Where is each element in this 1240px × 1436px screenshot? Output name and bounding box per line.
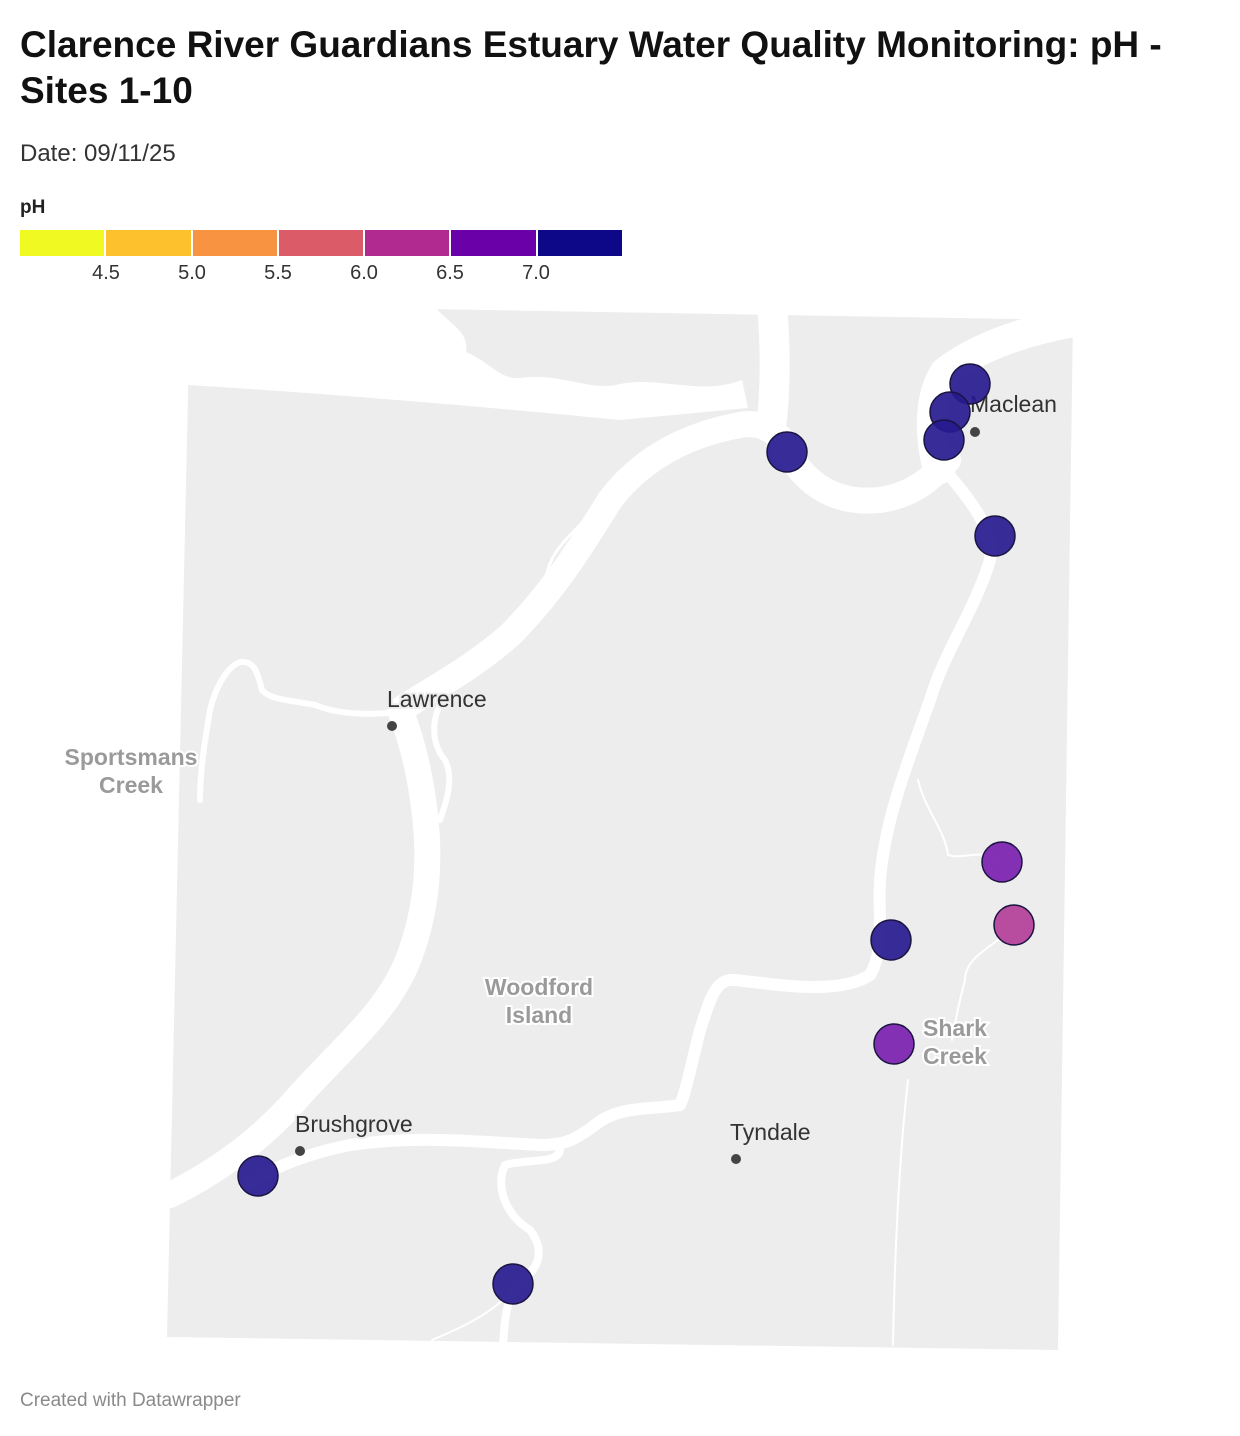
monitoring-site-marker[interactable] [974, 515, 1016, 557]
legend-swatch [106, 230, 193, 256]
town-label: Brushgrove [295, 1111, 413, 1137]
town-label: Lawrence [387, 686, 487, 712]
south-east-stream [892, 1079, 909, 1346]
legend-tick-label: 5.5 [264, 262, 292, 284]
brushgrove-channel [239, 1099, 686, 1191]
legend-tick-label: 5.0 [178, 262, 206, 284]
shark-creek-lower [951, 929, 1013, 1041]
sportsmans-creek-line [197, 658, 403, 803]
ph-color-legend [20, 230, 622, 256]
footer-credit: Created with Datawrapper [20, 1390, 241, 1411]
town-label: Tyndale [730, 1119, 811, 1145]
legend-swatch [451, 230, 538, 256]
lawrence-side-channel [431, 697, 453, 823]
map-area[interactable]: Maclean Lawrence Brushgrove Tyndale Sportsma… [0, 290, 1240, 1370]
legend-tick-label: 7.0 [522, 262, 550, 284]
shark-creek-line [917, 779, 1001, 861]
monitoring-site-marker[interactable] [923, 419, 965, 461]
north-inlet [757, 290, 790, 435]
monitoring-site-marker[interactable] [766, 431, 808, 473]
water-bodies [157, 290, 1088, 1349]
legend-swatch [20, 230, 107, 256]
town-dot [295, 1146, 305, 1156]
town-dot [387, 721, 397, 731]
monitoring-sites[interactable] [237, 363, 1035, 1305]
legend-tick-label: 4.5 [92, 262, 120, 284]
town-dot [970, 427, 980, 437]
legend-tick-label: 6.5 [436, 262, 464, 284]
water-label: Shark Creek [923, 1015, 987, 1069]
south-arm [674, 464, 997, 1111]
water-label: Sportsmans Creek [65, 744, 198, 798]
water-label: Woodford Island [485, 974, 593, 1028]
town-dot [731, 1154, 741, 1164]
legend-swatch [365, 230, 452, 256]
legend-tick-label: 6.0 [350, 262, 378, 284]
monitoring-site-marker[interactable] [870, 919, 912, 961]
chart-subtitle: Date: 09/11/25 [20, 140, 176, 167]
monitoring-site-marker[interactable] [993, 904, 1035, 946]
legend-title: pH [20, 197, 46, 218]
south-outlet [431, 1299, 504, 1341]
legend-swatch [278, 230, 366, 256]
north-west-channel [543, 490, 614, 592]
monitoring-site-marker[interactable] [873, 1023, 915, 1065]
monitoring-site-marker[interactable] [237, 1155, 279, 1197]
chart-title: Clarence River Guardians Estuary Water Q… [20, 24, 1162, 111]
monitoring-site-marker[interactable] [981, 841, 1023, 883]
legend-swatch [537, 230, 622, 256]
northern-bay [188, 303, 748, 420]
monitoring-site-marker[interactable] [492, 1263, 534, 1305]
land-area [167, 305, 1073, 1350]
legend-swatch [192, 230, 279, 256]
legend-ticks: 4.5 5.0 5.5 6.0 6.5 7.0 [20, 262, 622, 288]
